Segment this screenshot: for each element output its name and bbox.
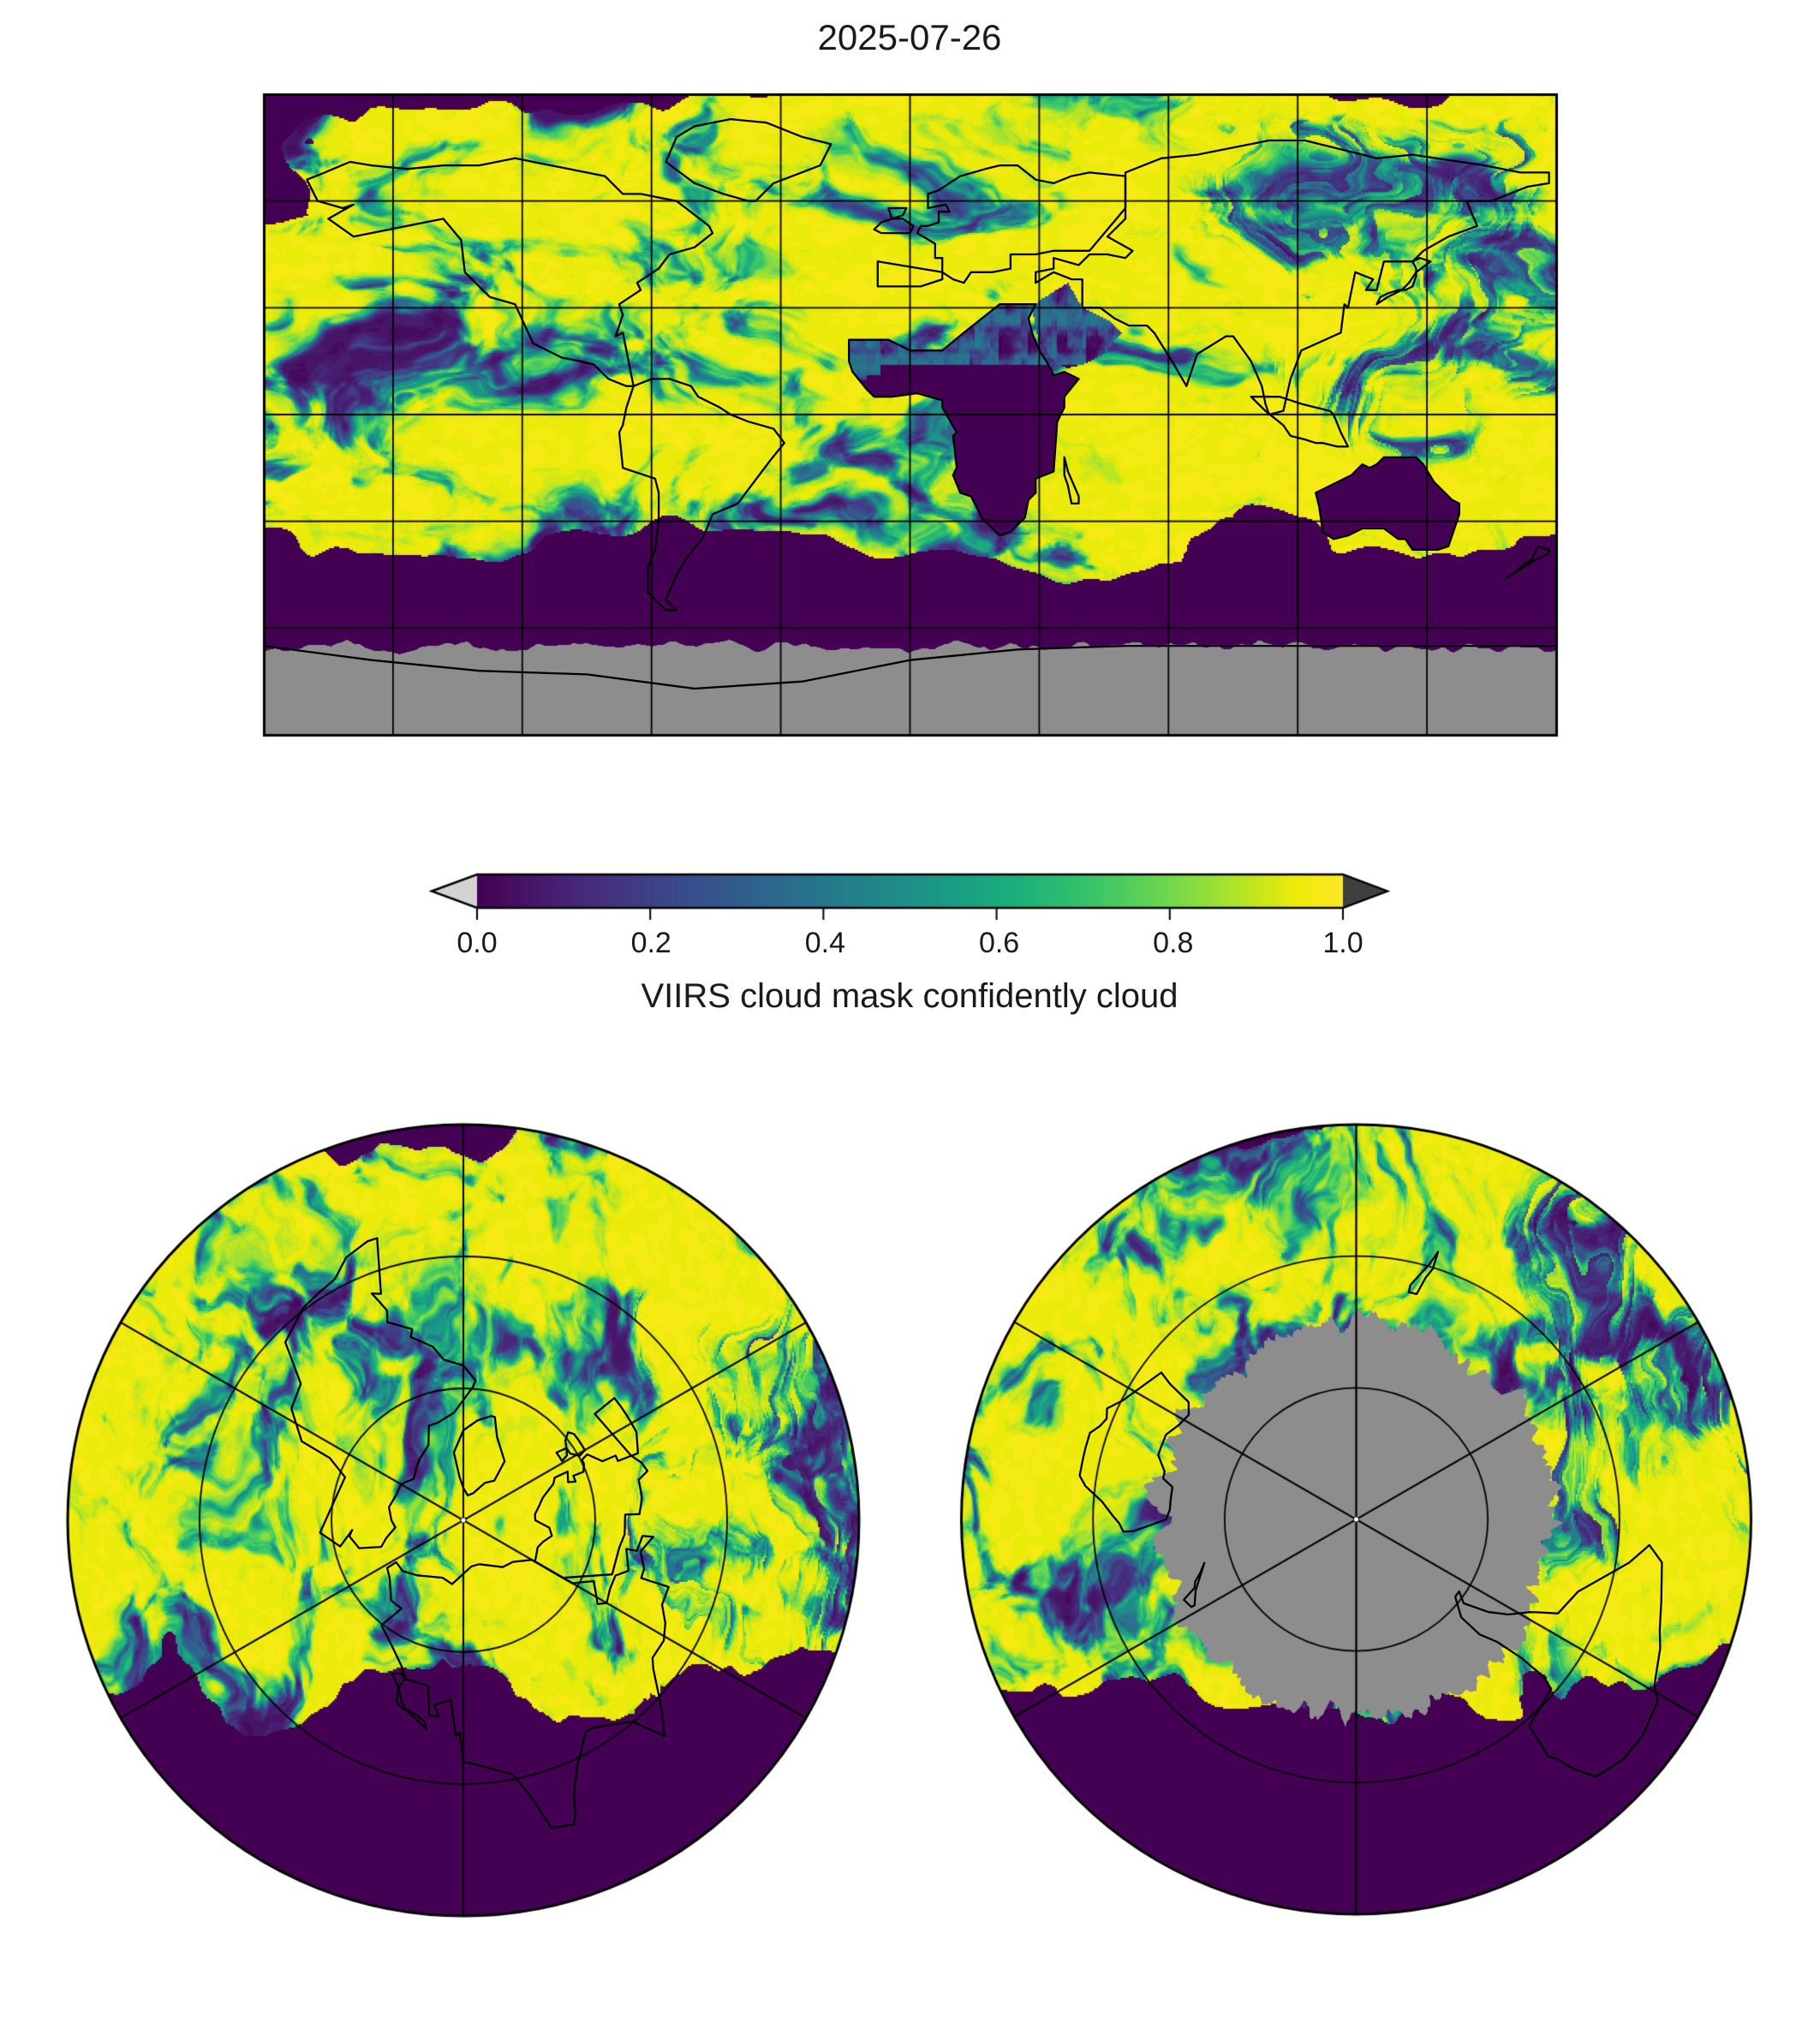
svg-text:2025-07-26: 2025-07-26 — [818, 17, 1002, 57]
svg-text:1.0: 1.0 — [1322, 927, 1363, 959]
svg-text:0.8: 0.8 — [1153, 927, 1193, 959]
svg-text:0.2: 0.2 — [631, 927, 671, 959]
svg-text:0.0: 0.0 — [456, 927, 497, 959]
svg-text:0.4: 0.4 — [805, 927, 845, 959]
svg-text:0.6: 0.6 — [979, 927, 1019, 959]
svg-text:VIIRS cloud mask confidently c: VIIRS cloud mask confidently cloud — [641, 977, 1179, 1015]
